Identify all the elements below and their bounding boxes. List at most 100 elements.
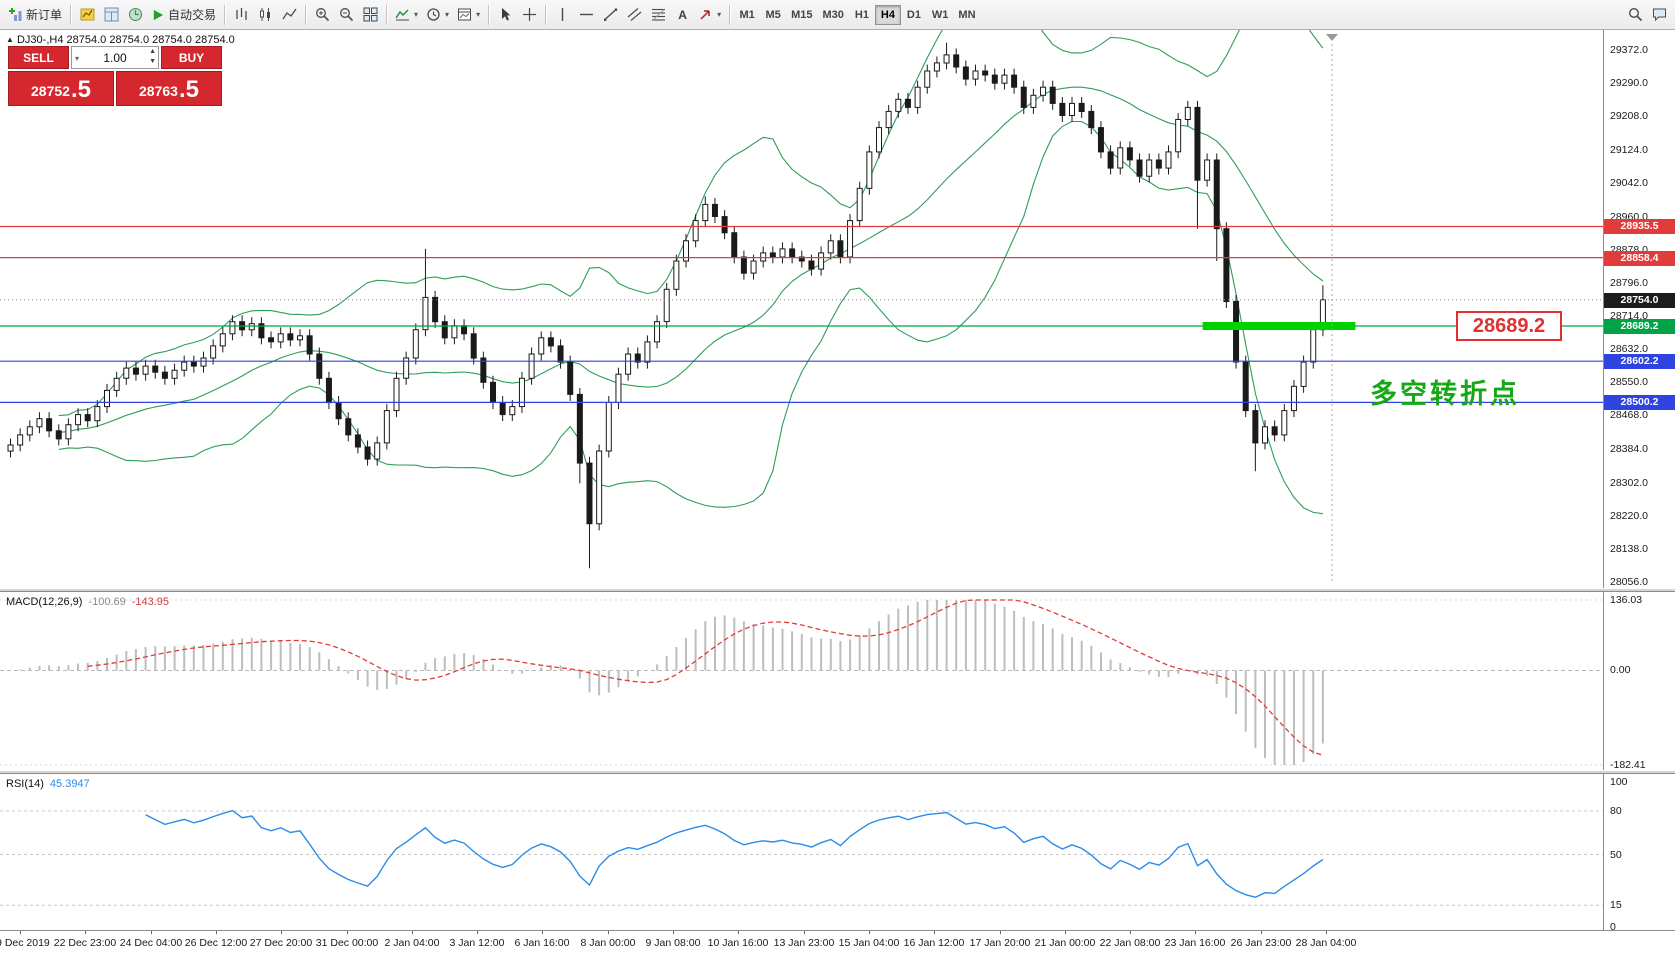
crosshair-icon xyxy=(522,8,536,21)
vertical-line-icon xyxy=(561,8,563,21)
time-label: 10 Jan 16:00 xyxy=(707,937,769,949)
separator xyxy=(545,4,547,25)
chevron-down-icon: ▾ xyxy=(414,10,419,19)
market-watch-button[interactable] xyxy=(75,3,99,27)
text-icon: A xyxy=(678,8,687,22)
timeframe-h4-button[interactable]: H4 xyxy=(874,4,901,25)
price-annotation-box[interactable]: 28689.2 xyxy=(1456,311,1562,341)
autotrade-button[interactable]: 自动交易 xyxy=(147,3,220,27)
rsi-tick-label: 50 xyxy=(1610,849,1622,861)
volume-up-icon[interactable]: ▲ xyxy=(149,48,156,55)
horizontal-line-tool-button[interactable] xyxy=(574,3,598,27)
arrows-dropdown-button[interactable]: ▾ xyxy=(694,3,725,27)
timeframe-h1-button[interactable]: H1 xyxy=(854,8,869,21)
time-tick xyxy=(934,931,935,934)
timeframe-w1-button[interactable]: W1 xyxy=(931,8,949,21)
time-label: 21 Jan 00:00 xyxy=(1034,937,1096,949)
time-label: 22 Jan 08:00 xyxy=(1099,937,1161,949)
separator xyxy=(305,4,307,25)
pane-divider[interactable] xyxy=(0,588,1675,592)
trendline-tool-button[interactable] xyxy=(598,3,622,27)
vertical-line-tool-button[interactable] xyxy=(550,3,574,27)
periods-dropdown-button[interactable]: ▾ xyxy=(422,3,453,27)
data-window-button[interactable] xyxy=(99,3,123,27)
volume-stepper[interactable]: ▾ 1.00 ▲ ▼ xyxy=(71,46,159,69)
indicators-dropdown-button[interactable]: ▾ xyxy=(391,3,422,27)
macd-pane-canvas[interactable] xyxy=(0,592,1603,770)
turning-point-note[interactable]: 多空转折点 xyxy=(1370,379,1520,409)
crosshair-tool-button[interactable] xyxy=(517,3,541,27)
cursor-icon xyxy=(501,8,510,21)
time-label: 2 Jan 04:00 xyxy=(384,937,440,949)
volume-value[interactable]: 1.00 xyxy=(103,50,127,65)
timeframe-m15-button[interactable]: M15 xyxy=(791,8,813,21)
timeframe-m5-button[interactable]: M5 xyxy=(765,8,781,21)
timeframe-mn-button[interactable]: MN xyxy=(958,8,976,21)
channel-tool-button[interactable] xyxy=(622,3,646,27)
volume-spin-buttons[interactable]: ▲ ▼ xyxy=(149,47,156,67)
price-tick-label: 28056.0 xyxy=(1610,576,1648,588)
macd-tick-label: -182.41 xyxy=(1610,759,1646,771)
price-level-badge: 28689.2 xyxy=(1604,319,1675,334)
community-button[interactable] xyxy=(1647,3,1671,27)
zoom-in-button[interactable] xyxy=(310,3,334,27)
rsi-tick-label: 0 xyxy=(1610,921,1616,933)
price-tick-label: 29124.0 xyxy=(1610,144,1648,156)
time-tick xyxy=(20,931,21,934)
tile-windows-button[interactable] xyxy=(358,3,382,27)
sell-button[interactable]: SELL xyxy=(8,46,69,69)
line-chart-mode-button[interactable] xyxy=(277,3,301,27)
time-tick xyxy=(1195,931,1196,934)
candlestick-icon xyxy=(259,8,270,21)
timeframe-d1-button[interactable]: D1 xyxy=(906,8,921,21)
macd-tick-label: 136.03 xyxy=(1610,594,1643,606)
separator xyxy=(224,4,226,25)
cursor-tool-button[interactable] xyxy=(493,3,517,27)
symbol-marker-icon: ▲ xyxy=(6,35,14,44)
zoom-out-icon xyxy=(339,8,353,22)
search-icon xyxy=(1628,7,1642,22)
text-tool-button[interactable]: A xyxy=(670,3,694,27)
fibonacci-tool-button[interactable] xyxy=(646,3,670,27)
time-tick xyxy=(1065,931,1066,934)
market-watch-icon xyxy=(80,8,95,21)
timeframe-m1-button[interactable]: M1 xyxy=(739,8,755,21)
time-label: 23 Jan 16:00 xyxy=(1164,937,1226,949)
volume-down-icon[interactable]: ▼ xyxy=(149,58,156,65)
price-tick-label: 29372.0 xyxy=(1610,44,1648,56)
templates-dropdown-button[interactable]: ▾ xyxy=(453,3,484,27)
time-tick xyxy=(1261,931,1262,934)
chevron-down-icon: ▾ xyxy=(717,10,722,19)
buy-button[interactable]: BUY xyxy=(161,46,222,69)
time-tick xyxy=(216,931,217,934)
new-order-label: 新订单 xyxy=(26,8,63,22)
chart-symbol: DJ30-,H4 xyxy=(16,34,64,46)
zoom-out-button[interactable] xyxy=(334,3,358,27)
pane-divider[interactable] xyxy=(0,770,1675,774)
time-label: 13 Jan 23:00 xyxy=(773,937,835,949)
navigator-button[interactable] xyxy=(123,3,147,27)
bar-chart-mode-button[interactable] xyxy=(229,3,253,27)
buy-price-button[interactable]: 28763.5 xyxy=(116,71,222,106)
arrow-marker-icon xyxy=(700,10,710,20)
rsi-pane-canvas[interactable] xyxy=(0,774,1603,930)
sell-price-button[interactable]: 28752.5 xyxy=(8,71,114,106)
price-axis[interactable]: 29372.0 29290.0 29208.0 29124.0 29042.0 28960… xyxy=(1603,30,1675,933)
search-button[interactable] xyxy=(1623,3,1647,27)
macd-value: -100.69 xyxy=(88,596,126,608)
trendline-icon xyxy=(603,8,617,21)
time-tick xyxy=(673,931,674,934)
timeframe-m30-button[interactable]: M30 xyxy=(822,8,844,21)
candlestick-mode-button[interactable] xyxy=(253,3,277,27)
buy-price-main: 28763 xyxy=(139,83,178,99)
chevron-down-icon: ▾ xyxy=(476,10,481,19)
new-order-button[interactable]: 新订单 xyxy=(4,3,66,27)
sell-price-main: 28752 xyxy=(31,83,70,99)
sell-price-frac: .5 xyxy=(70,76,91,103)
main-chart-canvas[interactable] xyxy=(0,30,1603,588)
time-tick xyxy=(1000,931,1001,934)
time-tick xyxy=(738,931,739,934)
line-chart-icon xyxy=(281,8,297,20)
volume-dropdown-icon[interactable]: ▾ xyxy=(75,54,80,63)
